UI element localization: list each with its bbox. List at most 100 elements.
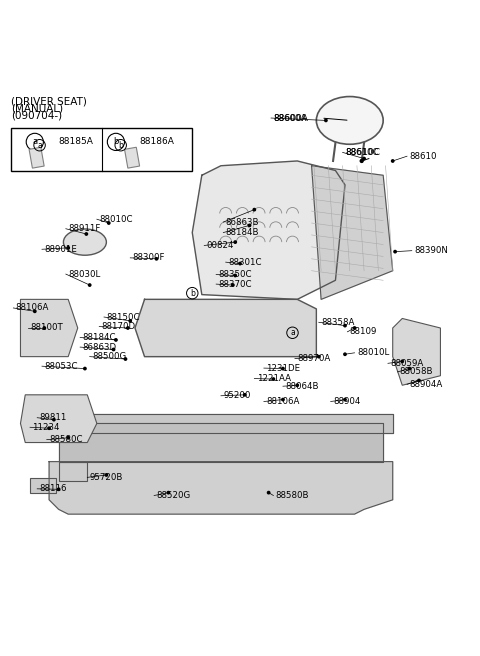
Text: a: a xyxy=(290,328,295,337)
Text: 88911F: 88911F xyxy=(68,224,101,234)
Polygon shape xyxy=(135,299,316,357)
Text: 88970A: 88970A xyxy=(297,354,331,363)
Text: 88600A: 88600A xyxy=(274,113,308,123)
Text: 95200: 95200 xyxy=(223,391,251,400)
Text: 86863B: 86863B xyxy=(226,218,259,226)
Text: 88610C: 88610C xyxy=(345,148,380,157)
Bar xyxy=(30,478,56,493)
Polygon shape xyxy=(312,166,393,299)
Text: 88904A: 88904A xyxy=(409,380,443,389)
Text: 88520G: 88520G xyxy=(156,491,191,500)
Text: 88170D: 88170D xyxy=(102,322,136,331)
Circle shape xyxy=(105,474,108,476)
Circle shape xyxy=(363,157,365,160)
Text: 88185A: 88185A xyxy=(59,137,94,146)
Text: 1221AA: 1221AA xyxy=(257,374,291,383)
Text: 88610C: 88610C xyxy=(345,148,379,157)
Circle shape xyxy=(85,233,87,236)
Text: 88300F: 88300F xyxy=(132,253,165,262)
Text: a: a xyxy=(32,137,37,146)
Circle shape xyxy=(408,367,410,370)
Ellipse shape xyxy=(63,229,107,255)
Text: 88030L: 88030L xyxy=(68,270,100,279)
Circle shape xyxy=(267,491,270,494)
Circle shape xyxy=(53,419,55,420)
Circle shape xyxy=(115,338,117,341)
Circle shape xyxy=(253,209,255,211)
Text: 88600A: 88600A xyxy=(274,113,307,123)
Circle shape xyxy=(360,159,363,163)
Circle shape xyxy=(127,327,129,329)
Circle shape xyxy=(43,327,46,329)
Text: 88150C: 88150C xyxy=(107,312,140,321)
Bar xyxy=(59,462,87,481)
Text: 88186A: 88186A xyxy=(140,137,175,146)
Text: 88580B: 88580B xyxy=(276,491,309,500)
Circle shape xyxy=(394,251,396,253)
Text: 88100T: 88100T xyxy=(30,323,63,333)
Text: 88109: 88109 xyxy=(350,327,377,337)
Circle shape xyxy=(156,258,157,260)
Text: 88116: 88116 xyxy=(39,484,67,493)
Polygon shape xyxy=(49,462,393,514)
Text: 1231DE: 1231DE xyxy=(266,363,300,373)
Text: 11234: 11234 xyxy=(33,422,60,432)
Text: 88053C: 88053C xyxy=(44,361,78,371)
Text: 88370C: 88370C xyxy=(218,279,252,289)
Text: 88059A: 88059A xyxy=(390,359,423,368)
Circle shape xyxy=(48,427,50,430)
Polygon shape xyxy=(21,395,97,443)
Text: 88301C: 88301C xyxy=(228,258,262,266)
Text: 88064B: 88064B xyxy=(285,382,319,391)
Bar xyxy=(29,147,44,168)
Circle shape xyxy=(282,367,284,370)
Circle shape xyxy=(344,325,346,327)
Text: 88904: 88904 xyxy=(333,397,360,406)
FancyBboxPatch shape xyxy=(11,127,192,171)
Text: 88580C: 88580C xyxy=(49,435,83,444)
Circle shape xyxy=(418,379,420,382)
Text: 89811: 89811 xyxy=(39,413,67,422)
Circle shape xyxy=(239,262,241,265)
Text: 88500G: 88500G xyxy=(92,352,126,361)
Text: 88610: 88610 xyxy=(409,152,437,161)
Circle shape xyxy=(88,284,91,286)
Polygon shape xyxy=(393,318,441,385)
Text: 88010C: 88010C xyxy=(99,215,132,224)
Ellipse shape xyxy=(316,96,383,144)
Circle shape xyxy=(84,367,86,370)
Circle shape xyxy=(296,384,299,386)
Circle shape xyxy=(248,224,251,226)
Circle shape xyxy=(234,241,237,243)
Circle shape xyxy=(232,284,234,286)
Circle shape xyxy=(401,360,404,363)
Polygon shape xyxy=(192,161,345,299)
Circle shape xyxy=(67,437,70,439)
Text: 88390N: 88390N xyxy=(414,246,448,255)
Circle shape xyxy=(344,398,346,401)
Text: 00824: 00824 xyxy=(206,241,234,250)
Text: 88106A: 88106A xyxy=(16,304,49,312)
Text: 88184C: 88184C xyxy=(83,333,116,342)
Text: (MANUAL): (MANUAL) xyxy=(11,104,63,113)
Circle shape xyxy=(353,327,356,329)
Text: 88184B: 88184B xyxy=(226,228,259,237)
Text: (DRIVER SEAT): (DRIVER SEAT) xyxy=(11,96,87,106)
Text: 86863D: 86863D xyxy=(83,342,117,352)
Circle shape xyxy=(234,274,237,277)
Text: a: a xyxy=(37,141,42,150)
Circle shape xyxy=(112,348,115,351)
Polygon shape xyxy=(21,299,78,357)
Polygon shape xyxy=(49,414,393,433)
Text: 88010L: 88010L xyxy=(357,348,389,358)
Circle shape xyxy=(272,378,275,380)
Text: 88106A: 88106A xyxy=(266,397,300,406)
Text: 88350C: 88350C xyxy=(218,270,252,279)
Text: b: b xyxy=(118,141,123,150)
Circle shape xyxy=(167,491,169,494)
Text: 88901E: 88901E xyxy=(44,245,77,254)
Text: 95720B: 95720B xyxy=(90,473,123,482)
Text: 88358A: 88358A xyxy=(321,318,355,327)
Circle shape xyxy=(344,353,346,356)
Circle shape xyxy=(324,119,327,121)
